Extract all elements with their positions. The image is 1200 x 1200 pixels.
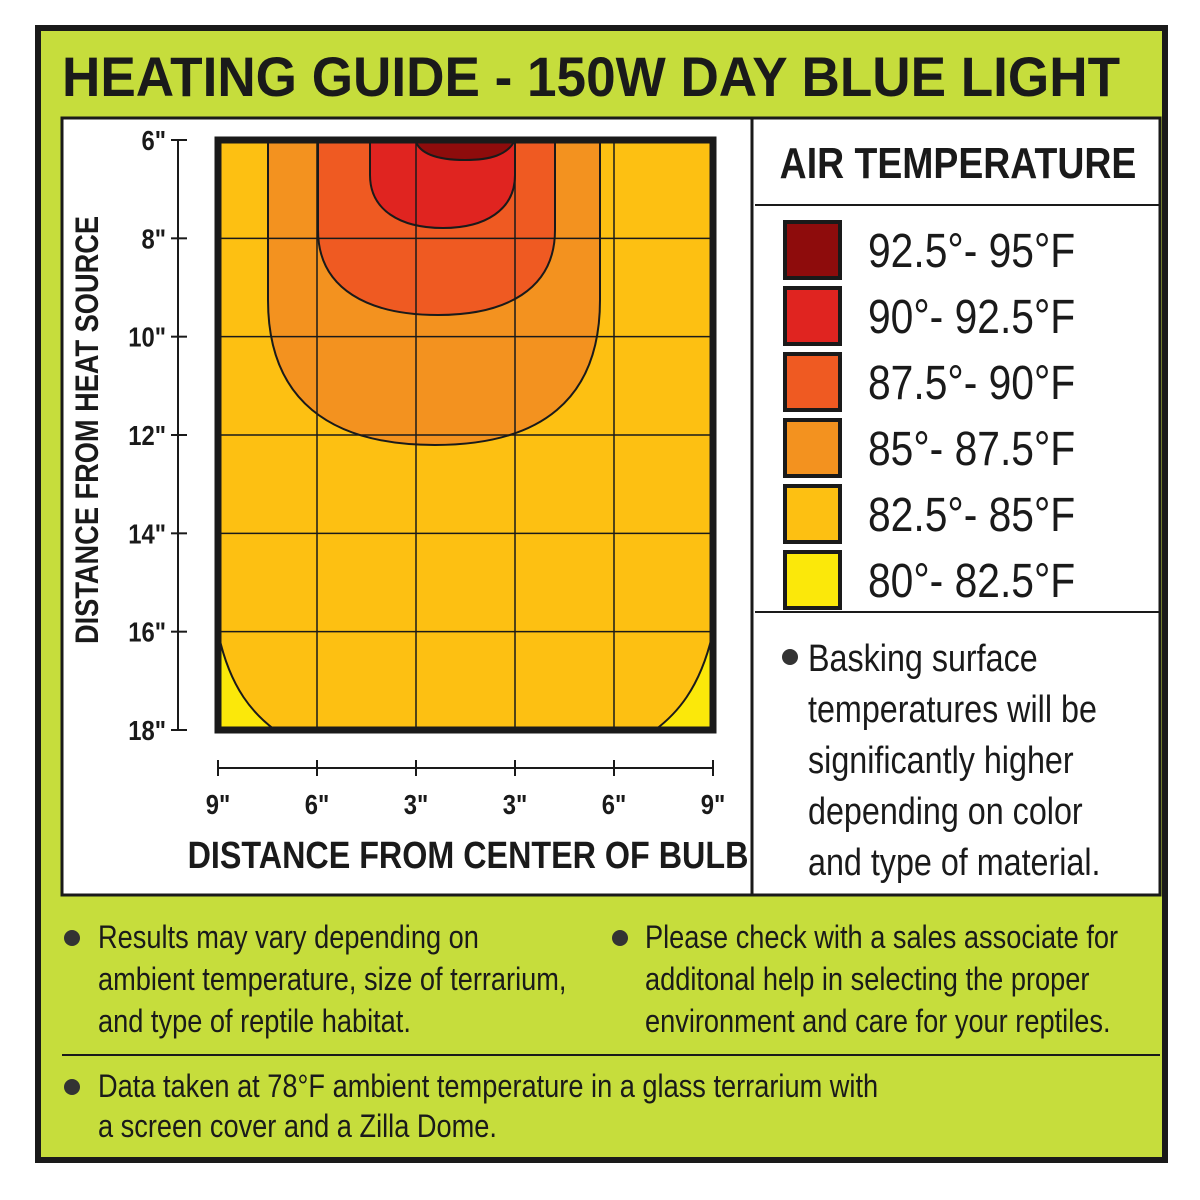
note-line: significantly higher [808,740,1074,782]
legend-label: 92.5°- 95°F [868,225,1075,278]
legend-swatch [783,418,842,478]
legend-swatch [783,286,842,346]
legend-swatch [783,484,842,544]
note-line: a screen cover and a Zilla Dome. [98,1109,497,1145]
y-tick-label-wrap: 12" [128,419,166,451]
legend-label-wrap: 85°- 87.5°F [868,423,1075,476]
title: HEATING GUIDE - 150W DAY BLUE LIGHT [62,45,1120,108]
note-line: depending on color [808,791,1083,833]
bullet [782,649,798,665]
legend-label: 80°- 82.5°F [868,555,1075,608]
legend-label-wrap: 90°- 92.5°F [868,291,1075,344]
note-line-wrap: Data taken at 78°F ambient temperature i… [98,1069,878,1105]
y-tick-label-wrap: 6" [141,124,166,156]
legend-label-wrap: 92.5°- 95°F [868,225,1075,278]
x-tick-label: 9" [701,788,726,820]
x-tick-label: 6" [602,788,627,820]
y-axis-label: DISTANCE FROM HEAT SOURCE [70,216,106,644]
y-tick-label: 6" [141,124,166,156]
note-line: Results may vary depending on [98,920,479,956]
legend-label-wrap: 82.5°- 85°F [868,489,1075,542]
note-line: and type of material. [808,842,1101,884]
note-line-wrap: temperatures will be [808,689,1097,731]
x-tick-label-wrap: 9" [206,788,231,820]
note-line: Basking surface [808,638,1038,680]
note-line-wrap: depending on color [808,791,1083,833]
note-line-wrap: Basking surface [808,638,1038,680]
x-tick-label-wrap: 9" [701,788,726,820]
x-axis-label-wrap: DISTANCE FROM CENTER OF BULB [188,835,749,877]
bullet [64,930,80,946]
note-line-wrap: a screen cover and a Zilla Dome. [98,1109,497,1145]
legend-swatch [783,220,842,280]
note-line: ambient temperature, size of terrarium, [98,962,566,998]
note-line: additonal help in selecting the proper [645,962,1090,998]
temperature-zone [413,139,517,162]
y-tick-label: 16" [128,616,166,648]
legend-label: 82.5°- 85°F [868,489,1075,542]
note-line: temperatures will be [808,689,1097,731]
legend-title: AIR TEMPERATURE [780,138,1137,188]
note-line-wrap: Please check with a sales associate for [645,920,1118,956]
note-line-wrap: and type of material. [808,842,1101,884]
y-tick-label: 14" [128,517,166,549]
y-tick-label-wrap: 8" [141,222,166,254]
plot-border [214,136,717,734]
note-line: environment and care for your reptiles. [645,1004,1111,1040]
x-tick-label-wrap: 3" [503,788,528,820]
x-tick-label-wrap: 3" [404,788,429,820]
x-tick-label: 3" [404,788,429,820]
temperature-zone [369,139,516,230]
bullet [64,1079,80,1095]
y-tick-label-wrap: 14" [128,517,166,549]
y-axis-label-wrap: DISTANCE FROM HEAT SOURCE [70,216,106,644]
legend-label: 90°- 92.5°F [868,291,1075,344]
legend-title-wrap: AIR TEMPERATURE [780,138,1137,188]
legend-label-wrap: 80°- 82.5°F [868,555,1075,608]
x-tick-label: 3" [503,788,528,820]
legend-swatch [783,352,842,412]
note-line: Please check with a sales associate for [645,920,1118,956]
legend-label: 87.5°- 90°F [868,357,1075,410]
y-tick-label: 18" [128,714,166,746]
y-tick-label: 8" [141,222,166,254]
y-tick-label: 10" [128,321,166,353]
y-tick-label-wrap: 16" [128,616,166,648]
note-line: and type of reptile habitat. [98,1004,411,1040]
x-axis-label: DISTANCE FROM CENTER OF BULB [188,835,749,877]
legend-label-wrap: 87.5°- 90°F [868,357,1075,410]
note-line-wrap: and type of reptile habitat. [98,1004,411,1040]
x-tick-label: 9" [206,788,231,820]
note-line: Data taken at 78°F ambient temperature i… [98,1069,878,1105]
note-line-wrap: Results may vary depending on [98,920,479,956]
y-tick-label-wrap: 10" [128,321,166,353]
note-line-wrap: ambient temperature, size of terrarium, [98,962,566,998]
note-line-wrap: additonal help in selecting the proper [645,962,1090,998]
x-tick-label-wrap: 6" [305,788,330,820]
y-tick-label: 12" [128,419,166,451]
note-line-wrap: significantly higher [808,740,1074,782]
bullet [612,930,628,946]
note-line-wrap: environment and care for your reptiles. [645,1004,1111,1040]
legend-swatch [783,550,842,610]
heat-map [214,136,717,734]
legend-label: 85°- 87.5°F [868,423,1075,476]
x-tick-label-wrap: 6" [602,788,627,820]
x-tick-label: 6" [305,788,330,820]
y-tick-label-wrap: 18" [128,714,166,746]
